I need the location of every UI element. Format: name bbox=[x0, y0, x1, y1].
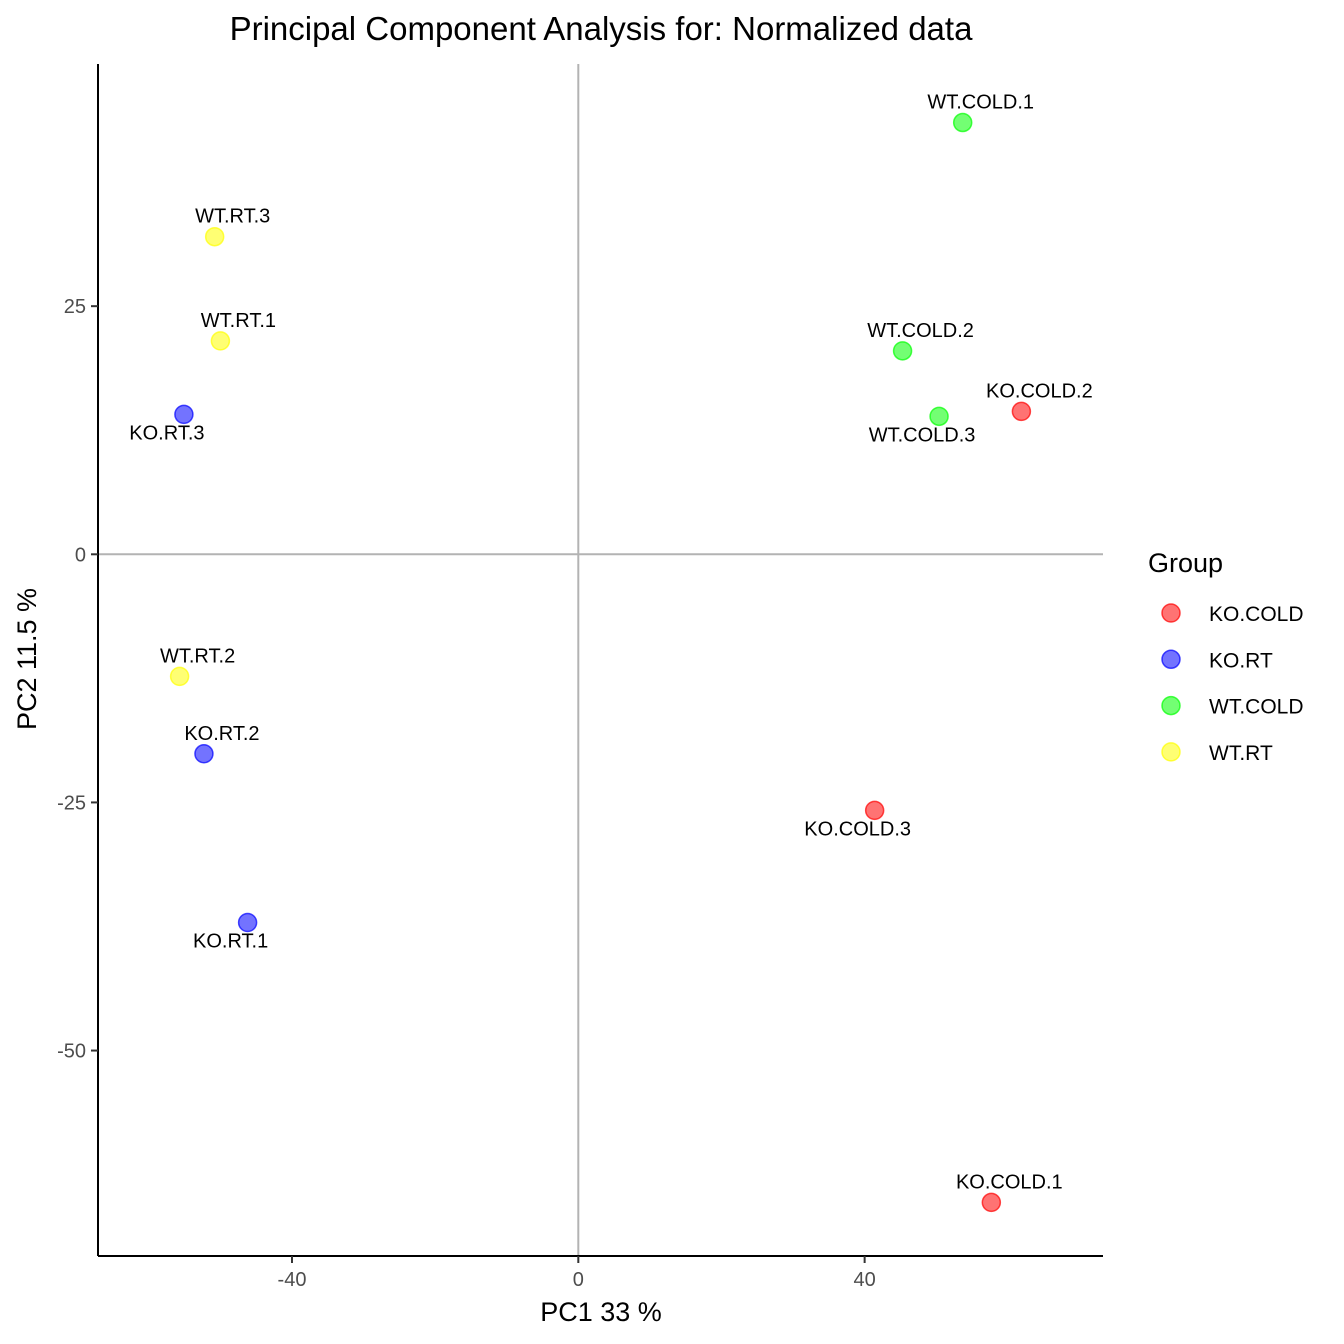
data-point bbox=[864, 800, 885, 821]
point-label: WT.RT.3 bbox=[195, 206, 270, 228]
point-label: KO.RT.2 bbox=[184, 723, 259, 745]
legend-label: KO.RT bbox=[1209, 649, 1273, 672]
point-label: KO.COLD.3 bbox=[804, 818, 911, 840]
x-axis-title: PC1 33 % bbox=[540, 1297, 662, 1327]
legend-key bbox=[1161, 649, 1181, 670]
data-point bbox=[892, 341, 913, 361]
x-tick-label: 0 bbox=[573, 1269, 584, 1291]
point-label: WT.COLD.3 bbox=[869, 424, 976, 446]
legend-label: WT.COLD bbox=[1209, 696, 1304, 719]
data-point bbox=[194, 744, 214, 764]
axes: -40 0 40 -50 -25 0 25 bbox=[57, 64, 1103, 1291]
point-label: WT.RT.1 bbox=[201, 310, 276, 332]
point-label: WT.RT.2 bbox=[160, 645, 235, 667]
point-label: KO.RT.1 bbox=[193, 931, 268, 953]
data-point bbox=[981, 1192, 1002, 1213]
legend-key bbox=[1161, 603, 1181, 623]
x-tick-label: 40 bbox=[854, 1269, 876, 1291]
legend-label: KO.COLD bbox=[1209, 603, 1304, 626]
data-point bbox=[929, 406, 949, 427]
point-label: KO.RT.3 bbox=[129, 422, 204, 444]
point-label: WT.COLD.1 bbox=[927, 92, 1034, 114]
chart-title: Principal Component Analysis for: Normal… bbox=[230, 10, 974, 47]
data-point bbox=[952, 112, 973, 133]
point-label: WT.COLD.2 bbox=[867, 320, 974, 342]
data-point bbox=[169, 666, 190, 687]
data-point bbox=[210, 331, 231, 351]
legend: Group KO.COLD KO.RT WT.COLD WT.RT bbox=[1148, 548, 1304, 765]
legend-key bbox=[1161, 695, 1181, 716]
legend-title: Group bbox=[1148, 548, 1223, 578]
data-point bbox=[174, 404, 194, 425]
data-point bbox=[1011, 401, 1032, 422]
data-point bbox=[237, 912, 258, 933]
point-label: KO.COLD.2 bbox=[986, 380, 1093, 402]
y-tick-label: -50 bbox=[57, 1041, 86, 1063]
plot-area: WT.COLD.1 WT.RT.3 WT.RT.1 WT.COLD.2 KO.COLD.… bbox=[98, 64, 1103, 1256]
data-point bbox=[204, 226, 225, 247]
point-label: KO.COLD.1 bbox=[956, 1171, 1063, 1193]
y-tick-label: 0 bbox=[75, 544, 86, 566]
y-axis-title: PC2 11.5 % bbox=[12, 588, 42, 730]
legend-label: WT.RT bbox=[1209, 742, 1273, 765]
y-tick-label: 25 bbox=[64, 296, 86, 318]
y-tick-label: -25 bbox=[57, 792, 86, 814]
legend-key bbox=[1161, 742, 1181, 762]
x-tick-label: -40 bbox=[278, 1269, 307, 1291]
